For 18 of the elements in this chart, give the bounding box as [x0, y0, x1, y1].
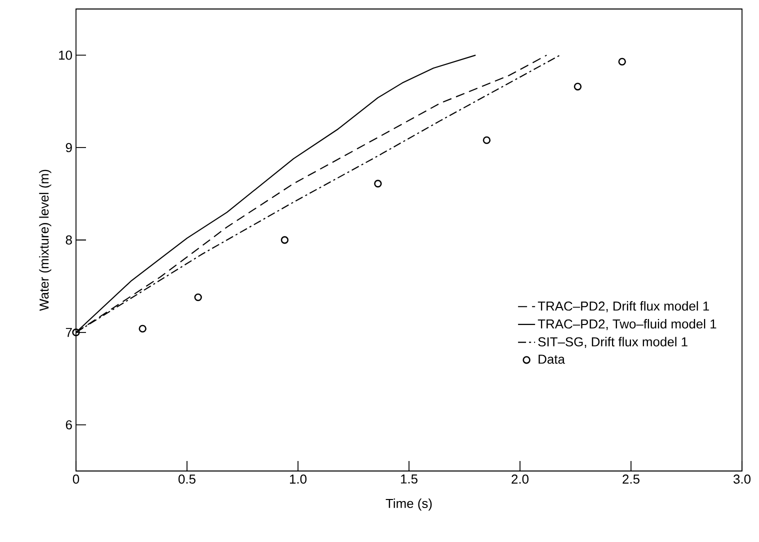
x-tick-label: 1.5	[400, 474, 418, 484]
legend-label: Data	[538, 354, 565, 364]
y-tick-label: 10	[59, 50, 72, 60]
y-tick-label: 8	[66, 235, 72, 245]
legend-label: SIT–SG, Drift flux model 1	[538, 336, 688, 348]
legend-label: TRAC–PD2, Drift flux model 1	[538, 301, 709, 312]
x-tick-label: 0.5	[178, 474, 196, 484]
y-axis-title: Water (mixture) level (m)	[39, 170, 52, 311]
x-tick-label: 2.0	[512, 474, 529, 484]
x-tick-label: 1.0	[290, 474, 307, 484]
x-axis-title: Time (s)	[386, 498, 432, 511]
legend-label: TRAC–PD2, Two–fluid model 1	[538, 319, 716, 330]
x-tick-label: 3.0	[734, 474, 751, 484]
y-tick-label: 7	[66, 328, 72, 337]
y-tick-label: 6	[66, 420, 72, 430]
y-tick-label: 9	[66, 143, 72, 152]
x-tick-label: 2.5	[622, 474, 640, 484]
x-tick-label: 0	[72, 474, 80, 484]
